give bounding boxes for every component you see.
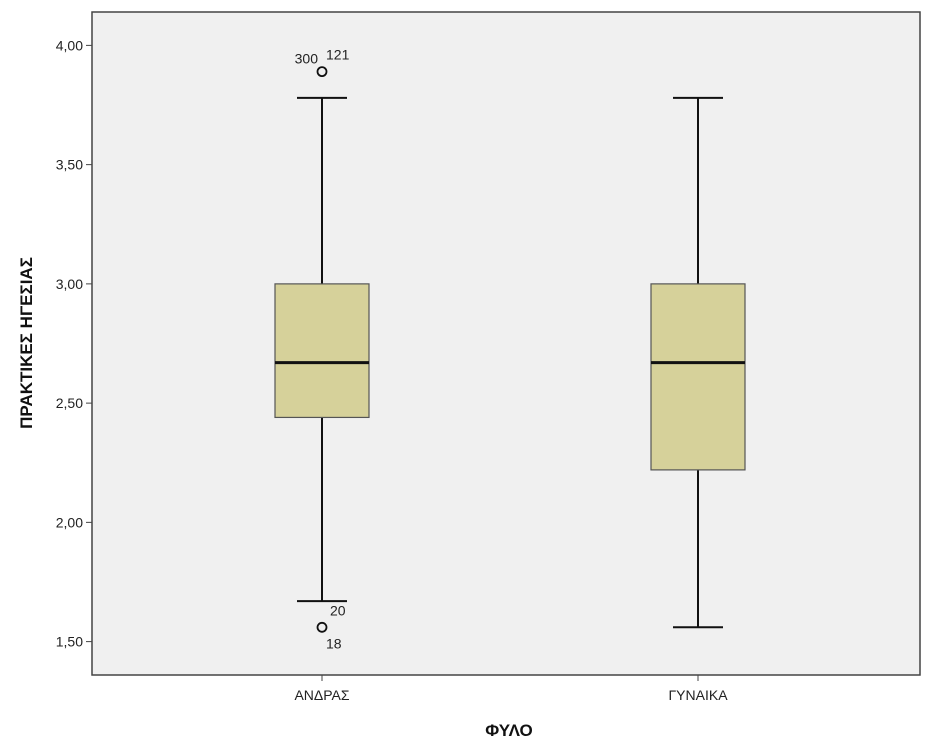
outlier-label: 121: [326, 47, 350, 63]
y-axis: 1,50 2,00 2,50 3,00 3,50 4,00: [56, 37, 92, 649]
y-tick-label: 2,50: [56, 395, 83, 411]
x-tick-label: ΓΥΝΑΙΚΑ: [668, 687, 728, 703]
y-axis-title: ΠΡΑΚΤΙΚΕΣ ΗΓΕΣΙΑΣ: [17, 257, 36, 429]
y-tick-label: 2,00: [56, 514, 83, 530]
outlier-label: 20: [330, 602, 346, 618]
x-tick-label: ΑΝΔΡΑΣ: [294, 687, 349, 703]
y-tick-label: 3,50: [56, 157, 83, 173]
iqr-box: [651, 284, 745, 470]
y-tick-label: 1,50: [56, 634, 83, 650]
iqr-box: [275, 284, 369, 418]
y-tick-label: 4,00: [56, 37, 83, 53]
outlier-label: 18: [326, 635, 342, 651]
x-axis-title: ΦΥΛΟ: [485, 721, 532, 740]
outlier-label: 300: [295, 51, 319, 67]
x-axis: ΑΝΔΡΑΣ ΓΥΝΑΙΚΑ: [294, 675, 728, 703]
y-tick-label: 3,00: [56, 276, 83, 292]
plot-area: [92, 12, 920, 675]
